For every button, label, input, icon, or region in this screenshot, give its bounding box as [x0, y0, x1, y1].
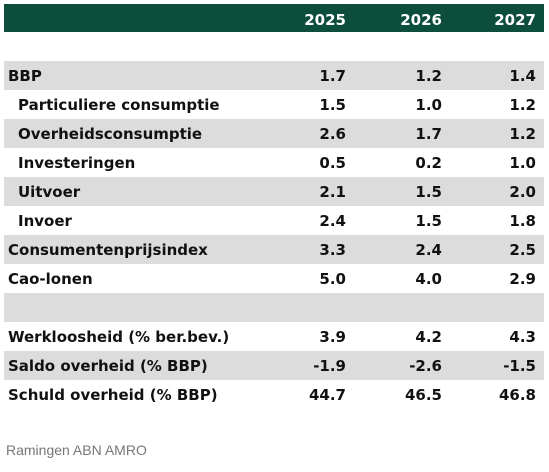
cell-2025: 3.3	[319, 241, 346, 259]
row-label: Cao-lonen	[8, 270, 93, 288]
table-row-consumentenprijsindex: Consumentenprijsindex 3.3 2.4 2.5	[4, 235, 544, 264]
cell-2025: 2.4	[319, 212, 346, 230]
empty-row	[4, 293, 544, 322]
row-label: Saldo overheid (% BBP)	[8, 357, 208, 375]
year-header-2025: 2025	[304, 11, 346, 29]
cell-2025: 1.7	[319, 67, 346, 85]
table-row-cao-lonen: Cao-lonen 5.0 4.0 2.9	[4, 264, 544, 293]
table-row-saldo-overheid: Saldo overheid (% BBP) -1.9 -2.6 -1.5	[4, 351, 544, 380]
table-row-schuld-overheid: Schuld overheid (% BBP) 44.7 46.5 46.8	[4, 380, 544, 409]
cell-2026: 1.5	[415, 212, 442, 230]
cell-2027: 1.4	[509, 67, 536, 85]
table-header: 2025 2026 2027	[4, 4, 544, 32]
cell-2027: 1.0	[509, 154, 536, 172]
table-row-werkloosheid: Werkloosheid (% ber.bev.) 3.9 4.2 4.3	[4, 322, 544, 351]
spacer-row	[4, 32, 544, 61]
table-row-bbp: BBP 1.7 1.2 1.4	[4, 61, 544, 90]
table-row-invoer: Invoer 2.4 1.5 1.8	[4, 206, 544, 235]
cell-2025: 2.1	[319, 183, 346, 201]
row-label: Overheidsconsumptie	[18, 125, 203, 143]
row-label: BBP	[8, 67, 42, 85]
cell-2026: 2.4	[415, 241, 442, 259]
cell-2027: 2.0	[509, 183, 536, 201]
row-label: Schuld overheid (% BBP)	[8, 386, 218, 404]
cell-2027: 4.3	[509, 328, 536, 346]
cell-2026: 1.5	[415, 183, 442, 201]
table-row-uitvoer: Uitvoer 2.1 1.5 2.0	[4, 177, 544, 206]
cell-2025: 2.6	[319, 125, 346, 143]
cell-2026: -2.6	[409, 357, 442, 375]
cell-2025: 44.7	[308, 386, 346, 404]
cell-2025: 0.5	[319, 154, 346, 172]
table-row-investeringen: Investeringen 0.5 0.2 1.0	[4, 148, 544, 177]
cell-2026: 1.0	[415, 96, 442, 114]
row-label: Invoer	[18, 212, 72, 230]
forecast-table: 2025 2026 2027 BBP 1.7 1.2 1.4 Particuli…	[4, 4, 544, 409]
cell-2026: 1.2	[415, 67, 442, 85]
cell-2025: 1.5	[319, 96, 346, 114]
row-label: Consumentenprijsindex	[8, 241, 208, 259]
cell-2026: 46.5	[404, 386, 442, 404]
cell-2027: 1.2	[509, 96, 536, 114]
row-label: Particuliere consumptie	[18, 96, 220, 114]
cell-2027: 1.2	[509, 125, 536, 143]
cell-2027: 2.5	[509, 241, 536, 259]
cell-2026: 4.2	[415, 328, 442, 346]
cell-2027: -1.5	[503, 357, 536, 375]
cell-2025: 3.9	[319, 328, 346, 346]
source-note: Ramingen ABN AMRO	[6, 442, 147, 458]
table-row-particuliere-consumptie: Particuliere consumptie 1.5 1.0 1.2	[4, 90, 544, 119]
row-label: Werkloosheid (% ber.bev.)	[8, 328, 230, 346]
table-row-overheidsconsumptie: Overheidsconsumptie 2.6 1.7 1.2	[4, 119, 544, 148]
cell-2026: 1.7	[415, 125, 442, 143]
cell-2025: 5.0	[319, 270, 346, 288]
year-header-2027: 2027	[494, 11, 536, 29]
cell-2026: 4.0	[415, 270, 442, 288]
row-label: Investeringen	[18, 154, 136, 172]
cell-2027: 46.8	[498, 386, 536, 404]
cell-2025: -1.9	[313, 357, 346, 375]
year-header-2026: 2026	[400, 11, 442, 29]
cell-2027: 1.8	[509, 212, 536, 230]
cell-2027: 2.9	[509, 270, 536, 288]
cell-2026: 0.2	[415, 154, 442, 172]
row-label: Uitvoer	[18, 183, 81, 201]
